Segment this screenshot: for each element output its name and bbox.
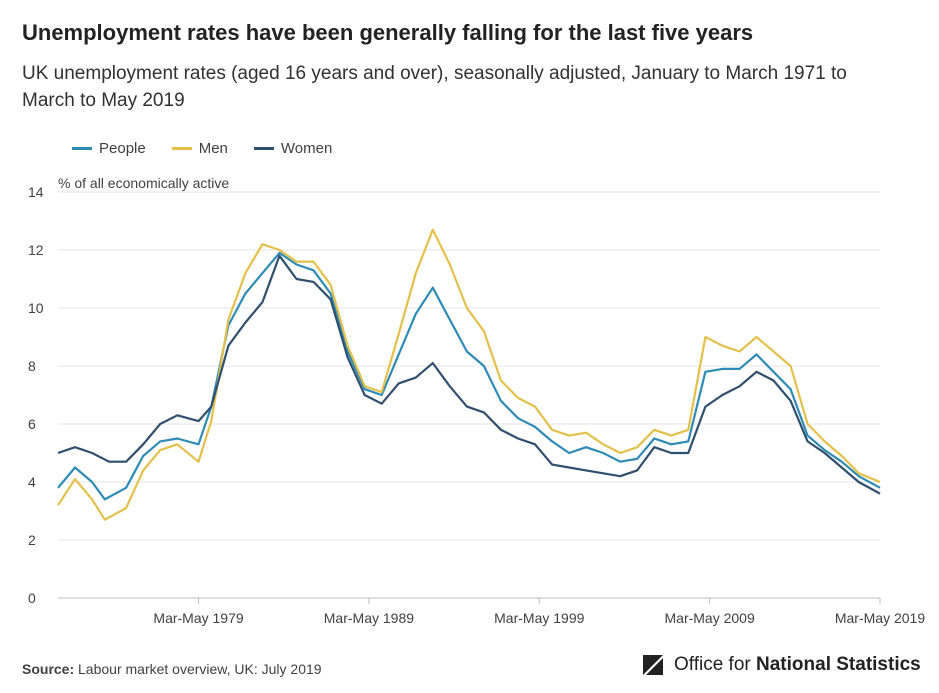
legend-swatch-women bbox=[253, 147, 274, 150]
x-tick-label-4: Mar-May 2019 bbox=[835, 610, 925, 626]
legend-item-people: People bbox=[72, 140, 146, 157]
y-tick-label-10: 10 bbox=[28, 300, 44, 316]
x-tick-label-0: Mar-May 1979 bbox=[153, 610, 243, 626]
legend-item-women: Women bbox=[253, 140, 333, 157]
legend-label-men: Men bbox=[198, 140, 228, 157]
y-tick-label-2: 2 bbox=[28, 532, 36, 548]
y-tick-label-14: 14 bbox=[28, 184, 44, 200]
source-text: Labour market overview, UK: July 2019 bbox=[78, 661, 322, 677]
legend-label-women: Women bbox=[280, 140, 333, 157]
ons-logo-icon bbox=[643, 655, 663, 675]
y-tick-label-8: 8 bbox=[28, 358, 36, 374]
ons-logo: Office for National Statistics bbox=[640, 652, 921, 678]
y-tick-label-4: 4 bbox=[28, 474, 36, 490]
x-tick-label-2: Mar-May 1999 bbox=[494, 610, 584, 626]
chart-subtitle: UK unemployment rates (aged 16 years and… bbox=[22, 63, 847, 111]
y-tick-label-6: 6 bbox=[28, 416, 36, 432]
legend-item-men: Men bbox=[171, 140, 228, 157]
legend-swatch-men bbox=[171, 147, 192, 150]
ons-logo-text: Office for National Statistics bbox=[674, 654, 921, 675]
source-label: Source: bbox=[22, 661, 75, 677]
x-tick-label-3: Mar-May 2009 bbox=[665, 610, 755, 626]
series-line-people bbox=[57, 251, 881, 501]
x-tick-label-1: Mar-May 1989 bbox=[324, 610, 414, 626]
series-line-women bbox=[57, 254, 881, 495]
y-tick-label-0: 0 bbox=[28, 590, 36, 606]
y-tick-label-12: 12 bbox=[28, 242, 44, 258]
legend-label-people: People bbox=[99, 140, 146, 157]
y-axis-label: % of all economically active bbox=[58, 175, 229, 191]
legend-swatch-people bbox=[72, 147, 92, 150]
chart-title: Unemployment rates have been generally f… bbox=[22, 20, 754, 45]
series-line-men bbox=[57, 228, 881, 521]
chart-legend: People Men Women bbox=[72, 140, 332, 157]
source-note: Source: Labour market overview, UK: July… bbox=[22, 661, 322, 677]
